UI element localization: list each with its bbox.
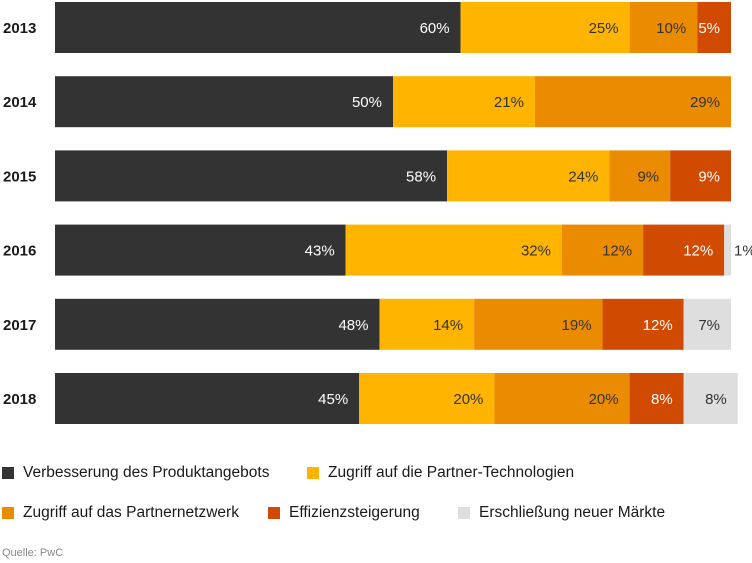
- bar-segment: [55, 150, 448, 202]
- data-label: 32%: [521, 243, 551, 260]
- bar-segment: [697, 2, 731, 53]
- bar-segment: [393, 76, 535, 128]
- source-note: Quelle: PwC: [2, 547, 64, 559]
- legend-item-produktangebot: Verbesserung des Produktangebots: [2, 464, 269, 482]
- data-label: 20%: [453, 391, 483, 408]
- legend: Verbesserung des Produktangebots Zugriff…: [0, 462, 752, 532]
- data-label: 50%: [352, 94, 382, 111]
- bar-segment: [379, 298, 475, 350]
- category-label: 2014: [3, 94, 37, 111]
- bar-segment: [534, 76, 731, 128]
- data-label: 43%: [305, 243, 335, 260]
- data-label: 5%: [698, 20, 720, 37]
- category-label: 2015: [3, 168, 36, 185]
- bar-segment: [55, 373, 360, 424]
- stacked-bar-chart: 2013 60% 25% 10% 5% 2014 50% 21% 29% 2015 58% 24% 9%…: [3, 2, 752, 424]
- bar-segment: [474, 298, 603, 350]
- bar-segment: [55, 298, 380, 350]
- bar-segment: [629, 373, 684, 424]
- bar-segment: [55, 76, 393, 128]
- data-label: 45%: [318, 391, 348, 408]
- bar-segment: [602, 298, 684, 350]
- category-label: 2016: [3, 243, 36, 260]
- data-label: 14%: [433, 317, 463, 334]
- bar-segment: [683, 373, 738, 424]
- bar-segment: [643, 224, 725, 276]
- data-label: 29%: [690, 94, 720, 111]
- legend-swatch: [458, 507, 470, 519]
- legend-label: Zugriff auf das Partnernetzwerk: [23, 504, 239, 521]
- data-label: 1%: [734, 243, 752, 260]
- bar-segment: [460, 2, 630, 53]
- bar-segment: [55, 224, 346, 276]
- data-label: 19%: [562, 317, 592, 334]
- data-label: 25%: [589, 20, 619, 37]
- bar-segment: [345, 224, 562, 276]
- legend-swatch: [268, 507, 280, 519]
- data-label: 7%: [698, 317, 720, 334]
- data-label: 60%: [420, 20, 450, 37]
- legend-swatch: [2, 507, 14, 519]
- data-label: 9%: [637, 168, 659, 185]
- legend-item-neue-maerkte: Erschließung neuer Märkte: [458, 504, 665, 522]
- data-label: 24%: [568, 168, 598, 185]
- data-label: 12%: [643, 317, 673, 334]
- bar-segment: [629, 2, 698, 53]
- category-label: 2018: [3, 391, 36, 408]
- bar-segment: [359, 373, 495, 424]
- legend-label: Zugriff auf die Partner-Technologien: [328, 464, 575, 481]
- category-label: 2013: [3, 20, 36, 37]
- legend-swatch: [307, 467, 319, 479]
- data-label: 48%: [338, 317, 368, 334]
- data-label: 8%: [651, 391, 673, 408]
- bar-segment: [670, 150, 731, 202]
- bar-segment: [724, 224, 731, 276]
- legend-label: Erschließung neuer Märkte: [479, 504, 666, 521]
- data-label: 12%: [683, 243, 713, 260]
- bar-segment: [447, 150, 610, 202]
- bar-segment: [55, 2, 461, 53]
- bar-segment: [683, 298, 731, 350]
- legend-item-partnernetzwerk: Zugriff auf das Partnernetzwerk: [2, 504, 239, 522]
- data-label: 58%: [406, 168, 436, 185]
- legend-label: Verbesserung des Produktangebots: [23, 464, 270, 481]
- legend-label: Effizienzsteigerung: [289, 504, 420, 521]
- legend-swatch: [2, 467, 14, 479]
- category-label: 2017: [3, 317, 36, 334]
- legend-item-partner-technologien: Zugriff auf die Partner-Technologien: [307, 464, 574, 482]
- data-label: 21%: [494, 94, 524, 111]
- data-label: 10%: [656, 20, 686, 37]
- bar-segment: [494, 373, 630, 424]
- data-label: 9%: [698, 168, 720, 185]
- data-label: 20%: [589, 391, 619, 408]
- bar-segment: [609, 150, 671, 202]
- bar-segment: [562, 224, 644, 276]
- data-label: 12%: [602, 243, 632, 260]
- legend-item-effizienzsteigerung: Effizienzsteigerung: [268, 504, 420, 522]
- data-label: 8%: [705, 391, 727, 408]
